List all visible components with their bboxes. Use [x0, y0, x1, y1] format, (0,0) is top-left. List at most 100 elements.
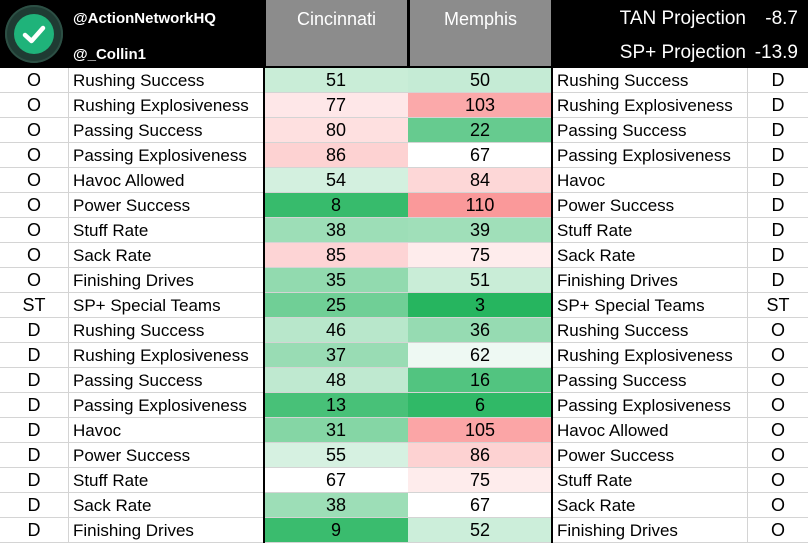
cincinnati-rank: 38: [264, 218, 408, 242]
projection-sp-plus: SP+ Projection -13.9: [620, 42, 798, 64]
table-row: O Rushing Success 51 50 Rushing Success D: [0, 68, 808, 93]
projection-label: SP+ Projection: [619, 42, 746, 63]
memphis-rank: 75: [408, 468, 552, 492]
opponent-side-cell: O: [770, 345, 785, 365]
table-row: D Stuff Rate 67 75 Stuff Rate O: [0, 468, 808, 493]
side-cell: D: [0, 418, 69, 442]
opponent-side-cell: D: [771, 245, 785, 265]
opponent-side-cell: O: [770, 445, 785, 465]
table-row: D Sack Rate 38 67 Sack Rate O: [0, 493, 808, 518]
projection-label: TAN Projection: [619, 8, 746, 29]
stat-label: Rushing Explosiveness: [69, 343, 264, 367]
stat-label: Passing Explosiveness: [69, 393, 264, 417]
table-row: D Passing Success 48 16 Passing Success O: [0, 368, 808, 393]
cincinnati-rank: 31: [264, 418, 408, 442]
cincinnati-rank: 86: [264, 143, 408, 167]
column-divider: [551, 0, 553, 543]
stat-label: Passing Success: [69, 368, 264, 392]
opponent-stat-label: Rushing Explosiveness: [552, 93, 748, 117]
team-header-cincinnati: Cincinnati: [266, 0, 407, 66]
stat-label: Sack Rate: [69, 243, 264, 267]
opponent-stat-label: Stuff Rate: [552, 468, 748, 492]
opponent-side-cell: D: [771, 95, 785, 115]
opponent-side-cell: O: [770, 420, 785, 440]
opponent-side-cell: O: [770, 495, 785, 515]
handle-primary: @ActionNetworkHQ: [73, 10, 216, 27]
opponent-side-cell: D: [771, 220, 785, 240]
cincinnati-rank: 46: [264, 318, 408, 342]
side-cell: O: [0, 193, 69, 217]
memphis-rank: 36: [408, 318, 552, 342]
opponent-side-cell: D: [771, 195, 785, 215]
side-cell: ST: [0, 293, 69, 317]
memphis-rank: 51: [408, 268, 552, 292]
stat-label: SP+ Special Teams: [69, 293, 264, 317]
table-row: D Rushing Success 46 36 Rushing Success O: [0, 318, 808, 343]
table-row: O Rushing Explosiveness 77 103 Rushing Explo…: [0, 93, 808, 118]
side-cell: D: [0, 468, 69, 492]
side-cell: O: [0, 218, 69, 242]
opponent-stat-label: Passing Success: [552, 118, 748, 142]
table-row: O Havoc Allowed 54 84 Havoc D: [0, 168, 808, 193]
side-cell: O: [0, 268, 69, 292]
checkmark-icon: [22, 25, 46, 44]
header-bar: @ActionNetworkHQ @_Collin1 Cincinnati Me…: [0, 0, 808, 68]
opponent-stat-label: Passing Explosiveness: [552, 393, 748, 417]
cincinnati-rank: 48: [264, 368, 408, 392]
memphis-rank: 67: [408, 143, 552, 167]
opponent-stat-label: Power Success: [552, 193, 748, 217]
memphis-rank: 50: [408, 68, 552, 92]
memphis-rank: 6: [408, 393, 552, 417]
side-cell: O: [0, 93, 69, 117]
action-network-logo: [5, 5, 63, 63]
team-header-memphis: Memphis: [410, 0, 551, 66]
opponent-side-cell: D: [771, 70, 785, 90]
table-row: D Havoc 31 105 Havoc Allowed O: [0, 418, 808, 443]
memphis-rank: 16: [408, 368, 552, 392]
table-row: O Stuff Rate 38 39 Stuff Rate D: [0, 218, 808, 243]
stat-label: Sack Rate: [69, 493, 264, 517]
opponent-stat-label: Passing Success: [552, 368, 748, 392]
stat-label: Havoc: [69, 418, 264, 442]
memphis-rank: 75: [408, 243, 552, 267]
opponent-side-cell: O: [770, 370, 785, 390]
opponent-stat-label: Finishing Drives: [552, 268, 748, 292]
table-row: O Sack Rate 85 75 Sack Rate D: [0, 243, 808, 268]
cincinnati-rank: 13: [264, 393, 408, 417]
opponent-side-cell: D: [771, 170, 785, 190]
cincinnati-rank: 80: [264, 118, 408, 142]
opponent-side-cell: D: [771, 145, 785, 165]
table-row: D Finishing Drives 9 52 Finishing Drives O: [0, 518, 808, 543]
stat-label: Finishing Drives: [69, 518, 264, 542]
stat-label: Rushing Explosiveness: [69, 93, 264, 117]
cincinnati-rank: 9: [264, 518, 408, 542]
opponent-stat-label: Stuff Rate: [552, 218, 748, 242]
opponent-side-cell: O: [770, 395, 785, 415]
side-cell: D: [0, 318, 69, 342]
cincinnati-rank: 67: [264, 468, 408, 492]
side-cell: O: [0, 243, 69, 267]
memphis-rank: 86: [408, 443, 552, 467]
table-row: D Passing Explosiveness 13 6 Passing Explosi…: [0, 393, 808, 418]
stat-label: Passing Explosiveness: [69, 143, 264, 167]
stat-label: Havoc Allowed: [69, 168, 264, 192]
handle-secondary: @_Collin1: [73, 46, 146, 63]
memphis-rank: 39: [408, 218, 552, 242]
memphis-rank: 3: [408, 293, 552, 317]
column-divider: [263, 0, 265, 543]
projection-value: -13.9: [754, 42, 798, 63]
side-cell: O: [0, 168, 69, 192]
side-cell: O: [0, 118, 69, 142]
side-cell: D: [0, 368, 69, 392]
stat-label: Stuff Rate: [69, 218, 264, 242]
stat-label: Power Success: [69, 443, 264, 467]
memphis-rank: 84: [408, 168, 552, 192]
table-row: O Passing Success 80 22 Passing Success D: [0, 118, 808, 143]
opponent-stat-label: Rushing Explosiveness: [552, 343, 748, 367]
opponent-stat-label: Rushing Success: [552, 68, 748, 92]
memphis-rank: 110: [408, 193, 552, 217]
projection-value: -8.7: [765, 8, 798, 29]
side-cell: D: [0, 393, 69, 417]
opponent-stat-label: Havoc Allowed: [552, 418, 748, 442]
cincinnati-rank: 55: [264, 443, 408, 467]
